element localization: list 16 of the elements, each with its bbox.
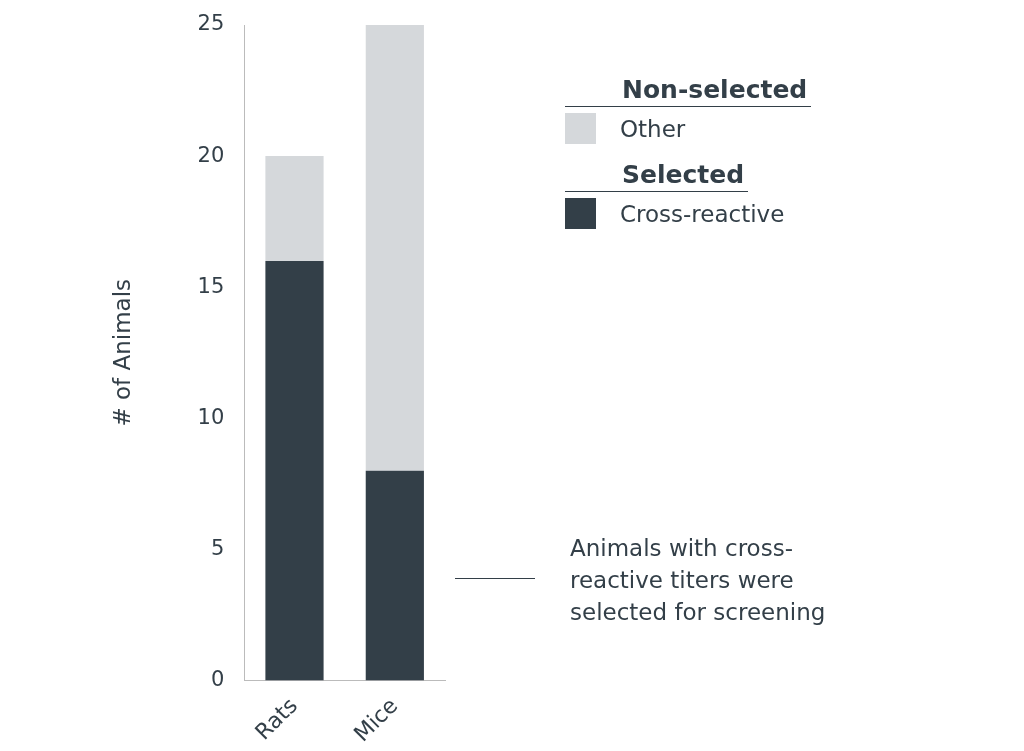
bar [265,156,324,261]
y-tick-label: 10 [197,404,225,429]
bar [265,260,324,681]
text: Animals with cross-reactive titers were selected for screening [570,534,827,627]
y-tick-label: 25 [197,11,225,36]
y-axis-title: # of Animals [108,278,135,427]
y-tick-label: 15 [197,273,225,298]
legend-label: Other [620,115,686,142]
text: Selected [565,160,749,192]
y-tick-label: 20 [197,142,225,167]
legend-label: Cross-reactive [620,200,785,227]
y-tick-label: 0 [210,666,225,691]
bar [365,470,424,681]
bar [365,25,424,471]
y-tick-label: 5 [210,535,225,560]
text: Non-selected [565,75,812,107]
